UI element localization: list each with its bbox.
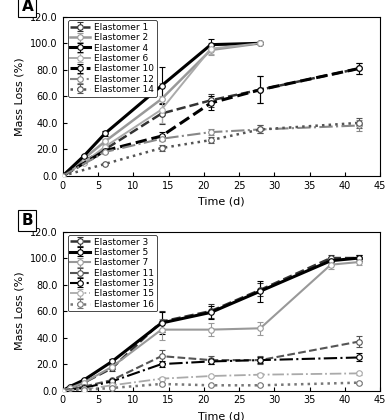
Text: A: A: [22, 0, 33, 13]
Text: B: B: [22, 213, 33, 228]
X-axis label: Time (d): Time (d): [198, 196, 245, 206]
X-axis label: Time (d): Time (d): [198, 411, 245, 420]
Legend: Elastomer 1, Elastomer 2, Elastomer 4, Elastomer 6, Elastomer 10, Elastomer 12, : Elastomer 1, Elastomer 2, Elastomer 4, E…: [68, 20, 156, 97]
Y-axis label: Mass Loss (%): Mass Loss (%): [15, 272, 25, 350]
Y-axis label: Mass Loss (%): Mass Loss (%): [15, 57, 25, 136]
Legend: Elastomer 3, Elastomer 5, Elastomer 7, Elastomer 11, Elastomer 13, Elastomer 15,: Elastomer 3, Elastomer 5, Elastomer 7, E…: [68, 235, 156, 312]
